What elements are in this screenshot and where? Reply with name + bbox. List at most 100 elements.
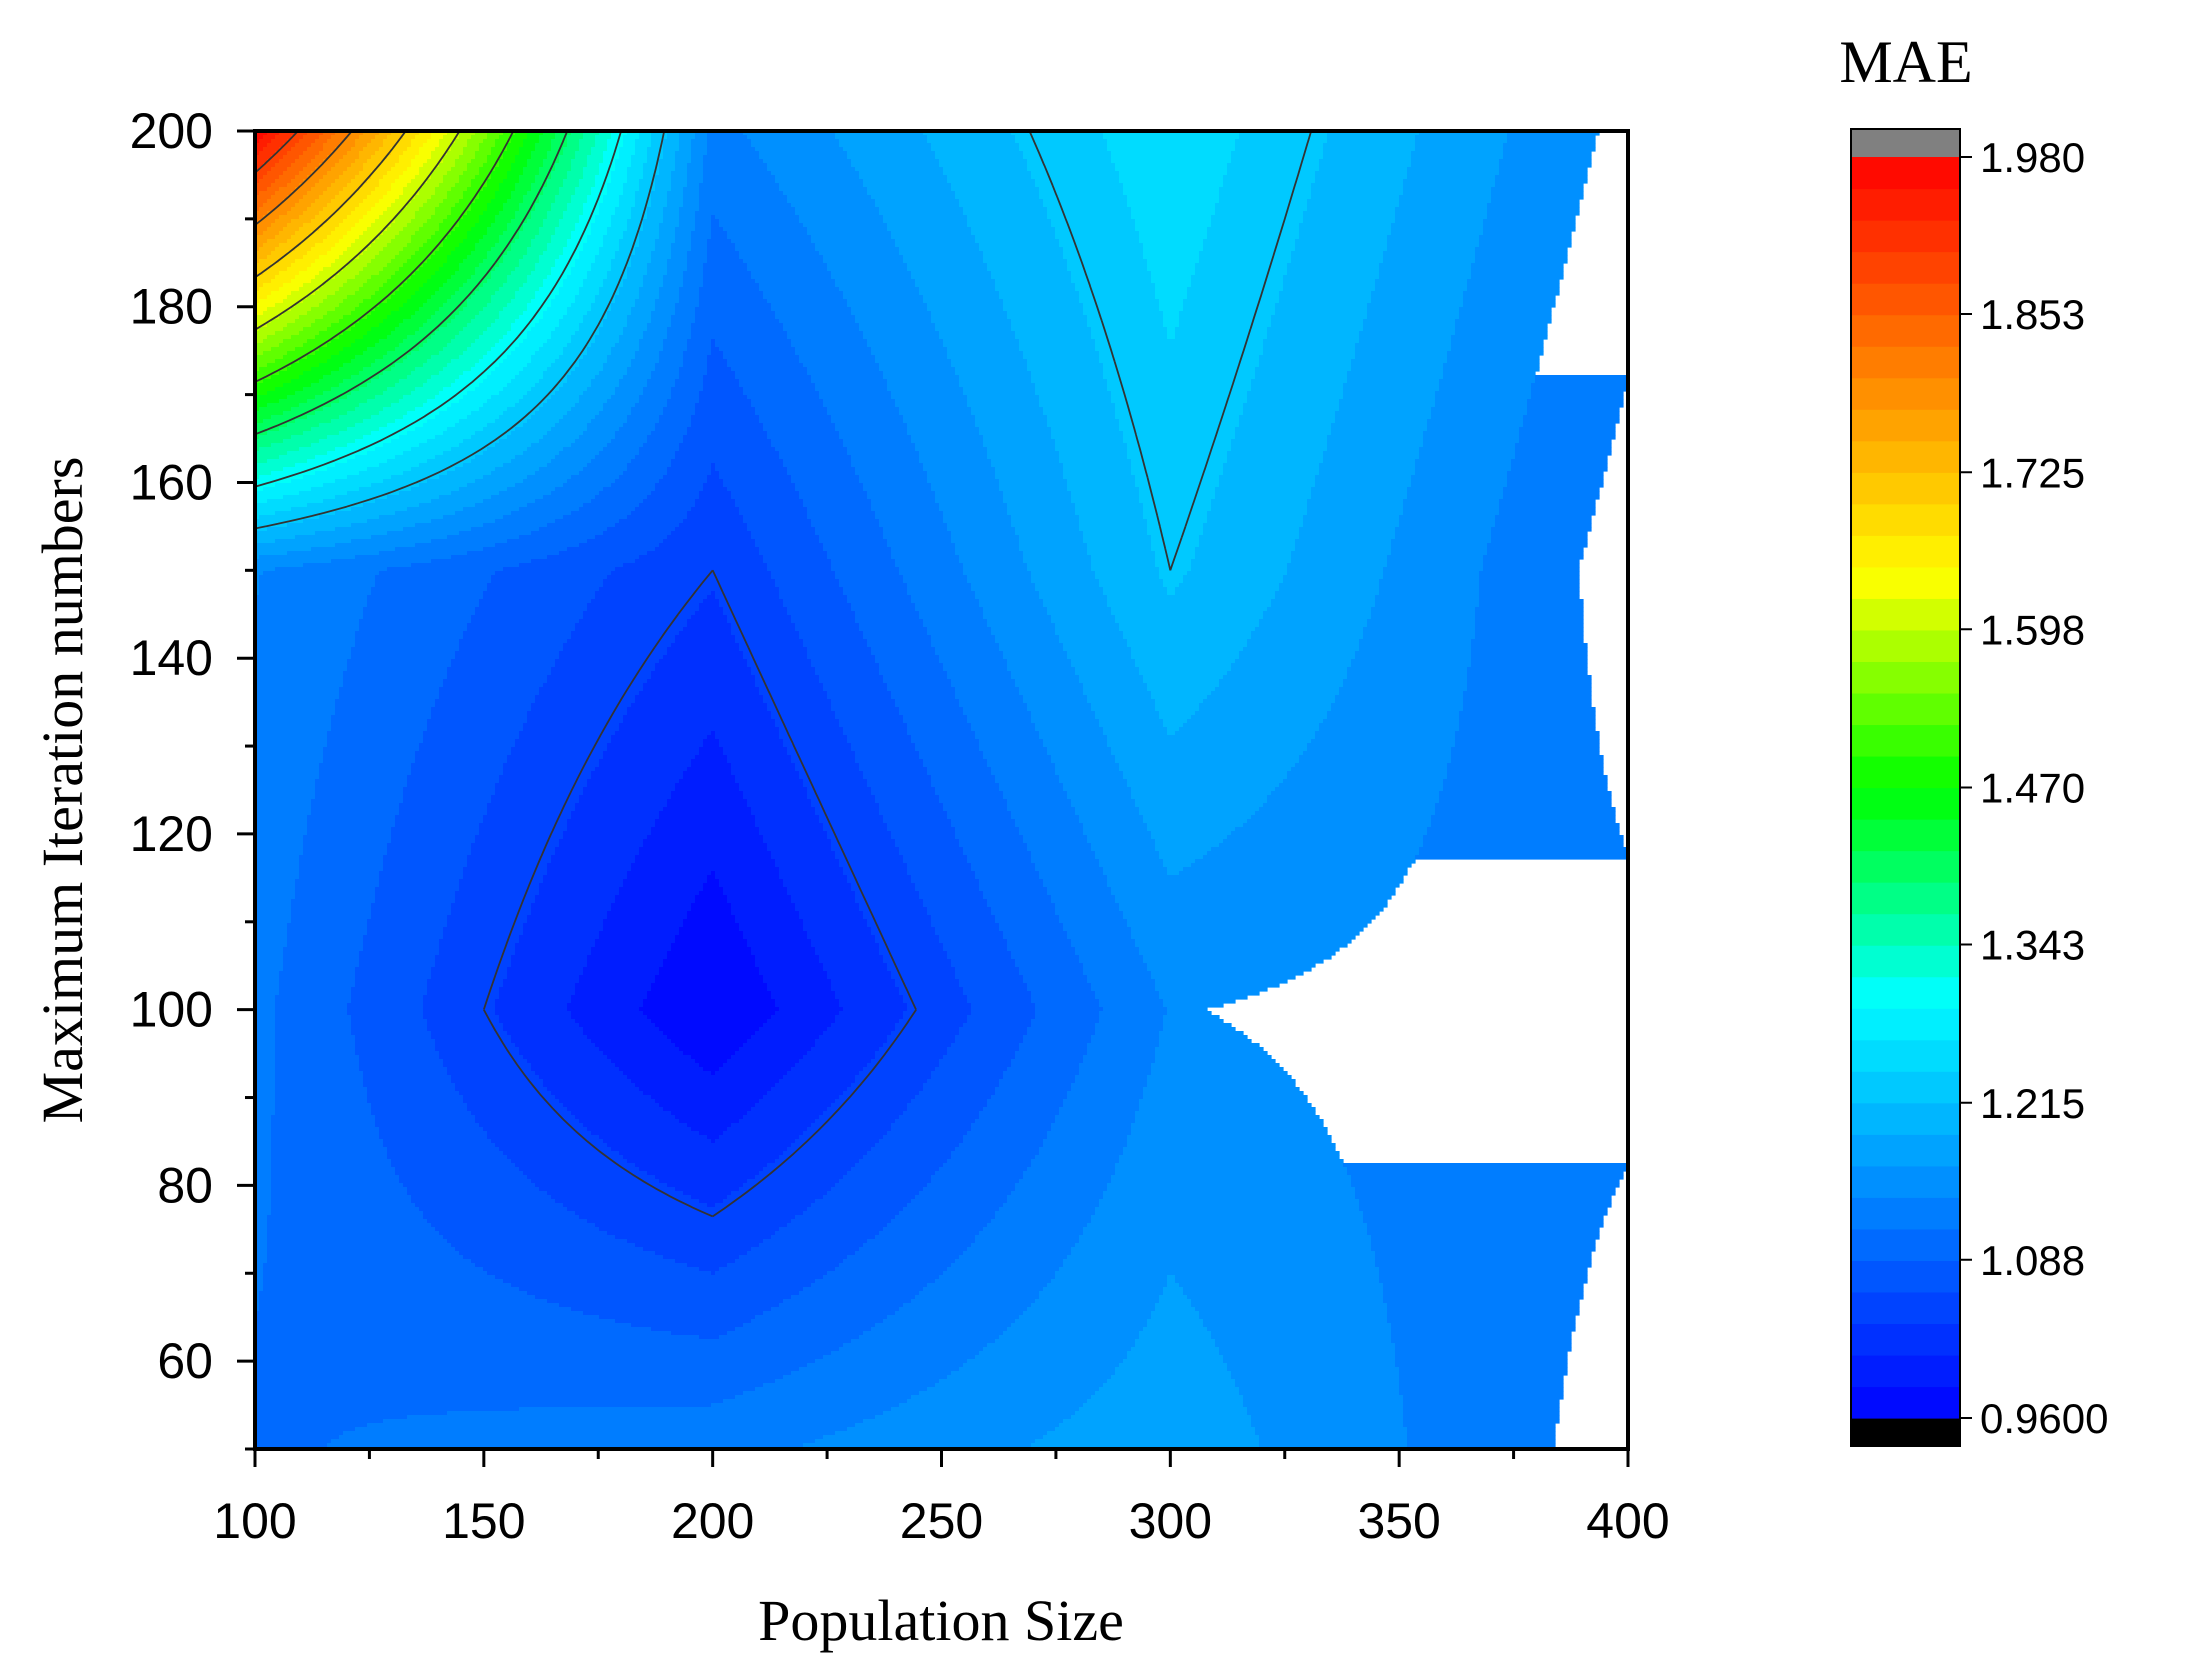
contour-band-cell	[787, 195, 872, 200]
contour-band-cell	[631, 211, 648, 216]
contour-band-cell	[411, 159, 428, 164]
contour-band-cell	[335, 163, 352, 168]
contour-band-cell	[303, 299, 324, 304]
contour-band-cell	[1015, 531, 1084, 536]
contour-band-cell	[255, 647, 352, 652]
contour-band-cell	[603, 159, 616, 164]
contour-band-cell	[255, 543, 336, 548]
contour-band-cell	[647, 679, 756, 684]
contour-band-cell	[255, 419, 264, 424]
contour-band-cell	[959, 1031, 1028, 1036]
contour-band-cell	[287, 223, 304, 228]
contour-band-cell	[379, 551, 468, 556]
contour-band-cell	[483, 427, 516, 432]
contour-band-cell	[431, 235, 448, 240]
contour-band-cell	[371, 327, 396, 332]
contour-band-cell	[279, 175, 296, 180]
contour-band-cell	[1275, 591, 1380, 596]
contour-band-cell	[363, 367, 392, 372]
contour-band-cell	[507, 407, 540, 412]
contour-band-cell	[727, 755, 792, 760]
contour-band-cell	[755, 543, 824, 548]
contour-band-cell	[319, 151, 332, 156]
contour-band-cell	[571, 811, 660, 816]
contour-band-cell	[439, 223, 460, 228]
contour-band-cell	[1163, 1019, 1224, 1024]
contour-band-cell	[1215, 207, 1308, 212]
contour-band-cell	[519, 147, 536, 152]
contour-band-cell	[475, 271, 492, 276]
contour-band-cell	[675, 151, 692, 156]
contour-band-cell	[571, 267, 592, 272]
contour-band-cell	[363, 939, 440, 944]
contour-band-cell	[931, 635, 996, 640]
contour-band-cell	[1147, 523, 1204, 528]
contour-band-cell	[615, 731, 712, 736]
contour-band-cell	[871, 651, 936, 656]
contour-band-cell	[295, 895, 376, 900]
contour-band-cell	[755, 823, 824, 828]
contour-band-cell	[255, 987, 280, 992]
contour-band-cell	[999, 643, 1064, 648]
contour-band-cell	[1035, 727, 1104, 732]
contour-band-cell	[435, 395, 464, 400]
contour-band-cell	[1483, 231, 1572, 236]
contour-band-cell	[1095, 851, 1160, 856]
contour-band-cell	[859, 623, 924, 628]
contour-band-cell	[255, 447, 260, 452]
contour-band-cell	[967, 1015, 1036, 1020]
contour-band-cell	[687, 343, 712, 348]
contour-band-cell	[991, 631, 1056, 636]
contour-band-cell	[479, 191, 496, 196]
contour-band-cell	[1503, 487, 1600, 492]
contour-band-cell	[1279, 783, 1444, 788]
contour-band-cell	[971, 863, 1036, 868]
contour-band-cell	[1079, 959, 1144, 964]
contour-band-cell	[483, 163, 500, 168]
contour-band-cell	[359, 287, 380, 292]
contour-band-cell	[755, 411, 828, 416]
contour-band-cell	[491, 495, 544, 500]
contour-band-cell	[1291, 259, 1384, 264]
contour-band-cell	[959, 843, 1028, 848]
contour-band-cell	[851, 455, 920, 460]
contour-band-cell	[891, 695, 956, 700]
contour-band-cell	[1147, 823, 1244, 828]
contour-band-cell	[255, 431, 268, 436]
contour-band-cell	[1287, 271, 1380, 276]
contour-band-cell	[735, 919, 804, 924]
contour-band-cell	[1359, 639, 1472, 644]
contour-band-cell	[667, 271, 684, 276]
contour-band-cell	[1423, 435, 1520, 440]
contour-band-cell	[551, 235, 572, 240]
contour-band-cell	[483, 307, 504, 312]
contour-band-cell	[527, 503, 584, 508]
contour-band-cell	[307, 147, 324, 152]
contour-band-cell	[359, 255, 376, 260]
contour-band-cell	[455, 159, 472, 164]
contour-band-cell	[1147, 263, 1196, 268]
contour-band-cell	[527, 219, 544, 224]
contour-band-cell	[423, 403, 452, 408]
contour-band-cell	[1463, 299, 1556, 304]
contour-band-cell	[255, 703, 336, 708]
contour-band-cell	[675, 163, 688, 168]
contour-band-cell	[559, 655, 664, 660]
contour-band-cell	[255, 207, 260, 212]
contour-band-cell	[1347, 671, 1468, 676]
contour-band-cell	[599, 491, 652, 496]
contour-band-cell	[1023, 559, 1092, 564]
contour-band-cell	[1303, 219, 1396, 224]
contour-band-cell	[1127, 919, 1372, 924]
contour-band-cell	[663, 347, 688, 352]
contour-band-cell	[675, 455, 780, 460]
contour-band-cell	[1103, 367, 1256, 372]
contour-band-cell	[655, 303, 676, 308]
contour-band-cell	[1443, 367, 1540, 372]
contour-band-cell	[595, 179, 612, 184]
contour-band-cell	[1131, 651, 1240, 656]
contour-band-cell	[611, 735, 708, 740]
contour-band-cell	[867, 191, 956, 196]
contour-band-cell	[311, 203, 328, 208]
contour-band-cell	[1395, 531, 1492, 536]
